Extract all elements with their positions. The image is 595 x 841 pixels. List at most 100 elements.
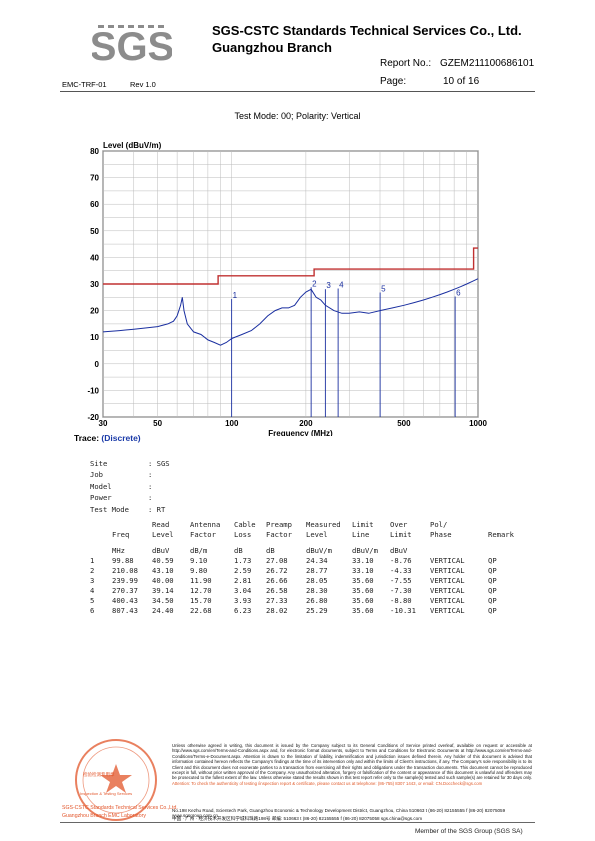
table-cell — [488, 546, 528, 556]
attention-text: Attention: To check the authenticity of … — [172, 780, 483, 786]
table-row: 2 210.08 43.10 9.80 2.59 26.72 28.77 33.10 -4.33… — [90, 566, 528, 576]
table-cell: 3 — [90, 576, 95, 585]
table-cell: 12.70 — [190, 586, 212, 595]
table-cell: Cable Loss — [234, 520, 256, 539]
x-tick-label: 100 — [225, 419, 239, 428]
results-table: Freq Read Level Antenna Factor Cable Loss Pream… — [90, 520, 528, 616]
stamp-sub: Inspection & Testing Services — [80, 791, 133, 796]
header-divider — [60, 91, 535, 92]
star-icon — [100, 764, 132, 793]
y-tick-label: 20 — [90, 307, 99, 316]
x-tick-label: 200 — [299, 419, 313, 428]
company-name: SGS-CSTC Standards Technical Services Co… — [212, 22, 522, 56]
table-cell: Antenna Factor — [190, 520, 221, 539]
table-cell: QP — [488, 586, 497, 595]
info-value: : — [148, 493, 153, 503]
info-value: : SGS — [148, 459, 170, 468]
y-tick-label: 0 — [95, 360, 100, 369]
x-tick-label: 50 — [153, 419, 162, 428]
report-no-label: Report No.: — [380, 58, 432, 69]
table-cell: VERTICAL — [430, 576, 465, 585]
table-row: 6 807.43 24.40 22.68 6.23 28.02 25.29 35.60 -10.… — [90, 606, 528, 616]
info-row: Job: — [90, 469, 170, 480]
table-units-row: MHz dBuV dB/m dB dB dBuV/m dBuV/m dBuV — [90, 546, 528, 556]
page-number: 10 of 16 — [443, 76, 480, 87]
y-tick-label: 60 — [90, 200, 99, 209]
emission-chart: -20 -10 0 10 20 30 40 50 60 70 80 30 50 100 200 500 1000… — [87, 141, 487, 436]
table-cell: 28.30 — [306, 586, 328, 595]
table-cell: 26.66 — [266, 576, 288, 585]
table-cell: MHz — [112, 546, 125, 555]
table-row: 1 99.88 40.59 9.10 1.73 27.08 24.34 33.10 -8.76 V… — [90, 556, 528, 566]
doc-rev: Rev 1.0 — [130, 80, 156, 89]
info-key: Test Mode — [90, 504, 129, 514]
table-cell: 28.77 — [306, 566, 328, 575]
y-tick-label: 70 — [90, 174, 99, 183]
table-row: 5 400.43 34.50 15.70 3.93 27.33 26.80 35.60 -8.8… — [90, 596, 528, 606]
trace-line-series — [102, 278, 479, 346]
table-cell: 1 — [90, 556, 95, 565]
stamp-caption2: Guangzhou Branch EMC Laboratory — [62, 813, 146, 819]
x-tick-label: 500 — [397, 419, 411, 428]
doc-id: EMC-TRF-01 — [62, 80, 107, 89]
table-cell: 43.10 — [152, 566, 174, 575]
limit-line — [103, 247, 478, 285]
y-axis-label: Level (dBuV/m) — [103, 141, 162, 150]
x-axis-label: Frequency (MHz) — [268, 429, 333, 436]
table-cell: 15.70 — [190, 596, 212, 605]
info-row: Power: — [90, 492, 170, 503]
table-cell: 24.34 — [306, 556, 328, 565]
footer-divider — [60, 822, 535, 823]
table-cell: 9.80 — [190, 566, 208, 575]
table-cell: dBuV/m — [306, 546, 332, 555]
table-cell: 35.60 — [352, 606, 374, 615]
report-no: GZEM211100686101 — [440, 58, 535, 69]
table-cell: Pol/Phase — [430, 520, 452, 539]
y-tick-label: 30 — [90, 280, 99, 289]
table-cell: QP — [488, 606, 497, 615]
table-cell: 40.59 — [152, 556, 174, 565]
inspection-stamp — [75, 739, 157, 821]
y-tick-label: -20 — [87, 413, 99, 422]
table-cell: Over Limit — [390, 520, 412, 539]
marker-label: 1 — [233, 291, 238, 300]
table-cell: dBuV — [152, 546, 170, 555]
table-cell: 1.73 — [234, 556, 252, 565]
y-tick-label: 10 — [90, 333, 99, 342]
info-row: Site: SGS — [90, 458, 170, 469]
sgs-logo: SGS — [92, 20, 172, 68]
table-cell: QP — [488, 596, 497, 605]
table-cell: 99.88 — [112, 556, 134, 565]
info-key: Model — [90, 481, 112, 491]
table-cell: -7.30 — [390, 586, 412, 595]
table-cell — [90, 546, 112, 556]
table-cell: VERTICAL — [430, 596, 465, 605]
table-cell: 22.68 — [190, 606, 212, 615]
member-note: Member of the SGS Group (SGS SA) — [415, 828, 523, 835]
table-cell: -4.33 — [390, 566, 412, 575]
table-cell: VERTICAL — [430, 606, 465, 615]
table-cell: 270.37 — [112, 586, 138, 595]
table-cell: Preamp Factor — [266, 520, 292, 539]
info-value: : RT — [148, 504, 166, 514]
y-tick-label: 80 — [90, 147, 99, 156]
table-cell: VERTICAL — [430, 556, 465, 565]
table-cell: 2.81 — [234, 576, 252, 585]
table-cell: 28.02 — [266, 606, 288, 615]
table-cell: 4 — [90, 586, 95, 595]
info-key: Power — [90, 493, 112, 503]
test-mode-title: Test Mode: 00; Polarity: Vertical — [234, 111, 361, 121]
y-tick-label: -10 — [87, 386, 99, 395]
trace-line: Trace: (Discrete) — [74, 433, 141, 443]
y-tick-label: 40 — [90, 253, 99, 262]
table-cell: Limit Line — [352, 520, 374, 539]
legal-disclaimer: Unless otherwise agreed in writing, this… — [172, 743, 532, 786]
table-cell: 3.93 — [234, 596, 252, 605]
table-row: 3 239.99 40.00 11.90 2.81 26.66 28.05 35.60 -7.5… — [90, 576, 528, 586]
table-cell: VERTICAL — [430, 586, 465, 595]
disclaimer-text: Unless otherwise agreed in writing, this… — [172, 743, 532, 781]
page-label: Page: — [380, 76, 407, 87]
address-chinese: 中国 · 广州 · 经济技术开发区科学城科珠路198号 邮编: 510663 t… — [172, 816, 423, 821]
marker-label: 3 — [326, 281, 331, 290]
table-cell: 3.04 — [234, 586, 252, 595]
